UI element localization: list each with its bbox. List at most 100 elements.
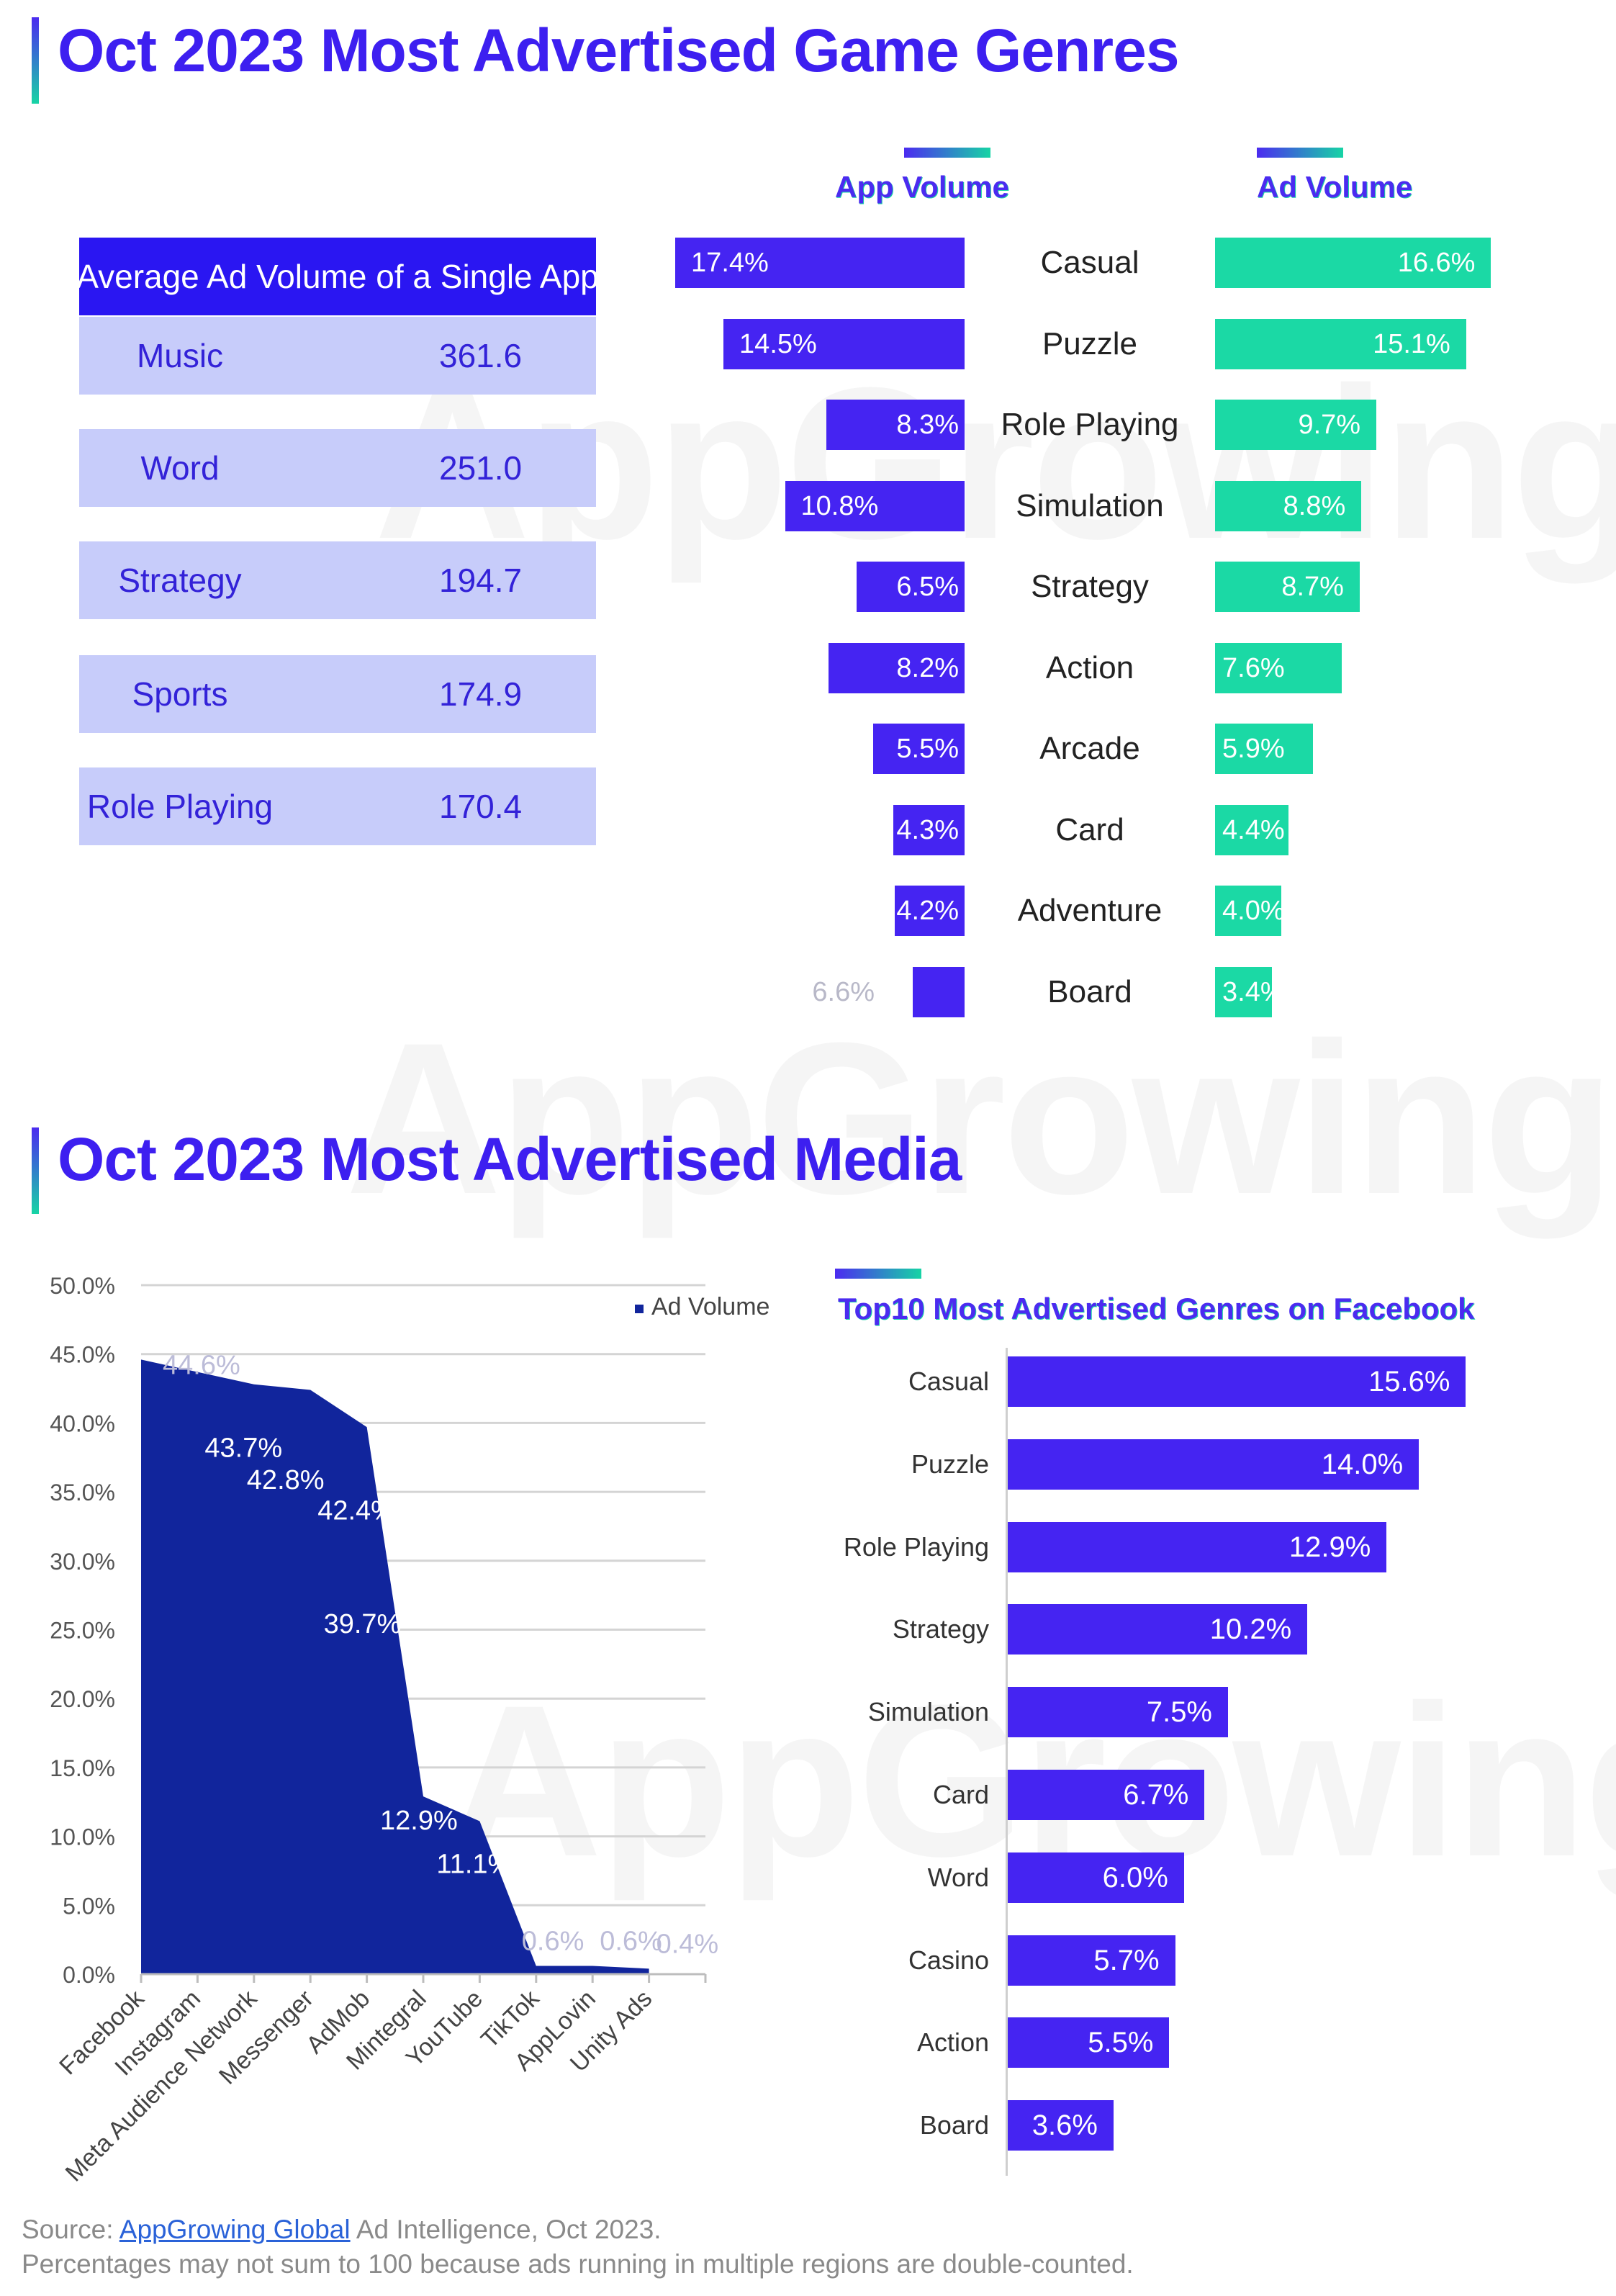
ad-volume-bar [1215, 804, 1288, 855]
ad-volume-bar [1215, 724, 1314, 774]
title-accent [32, 17, 39, 104]
genre-label: Strategy [1031, 569, 1149, 604]
facebook-genre-label: Word [927, 1862, 989, 1892]
genre-label: Card [1055, 811, 1124, 847]
area-data-label: 44.6% [163, 1350, 240, 1380]
table-value: 251.0 [439, 449, 523, 487]
facebook-genre-label: Card [932, 1780, 989, 1809]
app-volume-label: 14.5% [739, 328, 817, 359]
facebook-genre-label: Puzzle [911, 1449, 989, 1479]
table-value: 174.9 [439, 675, 523, 713]
ad-volume-header: Ad Volume [1257, 170, 1413, 204]
facebook-genre-label: Casual [908, 1367, 989, 1396]
area-data-label: 0.6% [522, 1927, 584, 1957]
area-data-label: 12.9% [380, 1806, 458, 1836]
app-volume-label: 4.2% [896, 896, 959, 926]
facebook-genre-label: Simulation [867, 1697, 989, 1727]
table-row: Role Playing 170.4 [79, 767, 596, 845]
y-tick-label: 5.0% [63, 1893, 115, 1919]
media-area-chart: 0.0% 5.0% 10.0% 15.0% 20.0% 25.0% 30.0% 35.0% 40… [50, 1273, 769, 2187]
facebook-genre-value: 5.7% [1093, 1944, 1160, 1976]
area-series-ad-volume [141, 1359, 649, 1974]
ad-volume-label: 5.9% [1222, 734, 1285, 764]
facebook-genre-label: Role Playing [843, 1531, 989, 1562]
table-genre: Word [140, 449, 220, 487]
facebook-genre-value: 6.0% [1102, 1861, 1168, 1894]
facebook-genre-bar [1008, 1356, 1466, 1407]
facebook-genre-bar [1008, 2100, 1114, 2151]
app-volume-bar [913, 966, 965, 1017]
facebook-genre-bar [1008, 1604, 1308, 1655]
genre-label: Casual [1040, 245, 1139, 280]
app-volume-header: App Volume [835, 170, 1009, 204]
app-volume-bar [894, 886, 965, 936]
app-volume-label: 6.6% [812, 976, 875, 1007]
app-volume-label: 5.5% [896, 734, 959, 764]
app-volume-bar [723, 318, 965, 369]
ad-volume-label: 3.4% [1222, 976, 1285, 1007]
facebook-genre-bar [1008, 1770, 1205, 1820]
table-value: 170.4 [439, 788, 523, 825]
facebook-genre-label: Board [919, 2110, 989, 2140]
legend-swatch [635, 1305, 644, 1313]
source-suffix: Ad Intelligence, Oct 2023. [350, 2215, 662, 2244]
app-volume-label: 8.2% [896, 652, 959, 683]
source-link[interactable]: AppGrowing Global [119, 2215, 351, 2244]
table-genre: Sports [132, 675, 228, 713]
app-volume-header-line [904, 148, 990, 158]
table-value: 194.7 [439, 562, 523, 599]
table-genre: Music [136, 337, 224, 374]
area-data-label: 11.1% [436, 1850, 512, 1880]
facebook-genre-bar [1008, 1852, 1184, 1903]
y-tick-label: 10.0% [50, 1824, 115, 1850]
ad-volume-bar [1215, 562, 1360, 612]
page-title: Oct 2023 Most Advertised Game Genres [58, 17, 1180, 84]
ad-volume-bar [1215, 318, 1466, 369]
app-volume-label: 8.3% [896, 410, 959, 440]
app-volume-label: 17.4% [691, 248, 769, 278]
genre-label: Role Playing [1001, 407, 1179, 442]
table-row: Music 361.6 [79, 317, 596, 395]
facebook-genre-label: Action [916, 2027, 989, 2058]
ad-volume-label: 9.7% [1298, 410, 1361, 440]
app-volume-bar [785, 480, 965, 531]
ad-volume-bar [1215, 966, 1272, 1017]
facebook-chart-header-line [835, 1269, 921, 1279]
source-note: Percentages may not sum to 100 because a… [22, 2249, 1134, 2279]
ad-volume-label: 16.6% [1397, 248, 1476, 278]
genre-label: Adventure [1017, 893, 1163, 928]
ad-volume-label: 4.0% [1222, 896, 1285, 926]
facebook-genre-bar [1008, 1521, 1387, 1572]
table-genre: Strategy [118, 562, 242, 599]
app-volume-bar [826, 400, 965, 450]
table-row: Sports 174.9 [79, 655, 596, 733]
facebook-genre-value: 6.7% [1123, 1779, 1189, 1811]
app-volume-bar [828, 642, 965, 693]
ad-volume-bar [1215, 238, 1491, 288]
ad-volume-label: 7.6% [1222, 652, 1285, 683]
facebook-chart-title: Top10 Most Advertised Genres on Facebook [838, 1292, 1475, 1325]
facebook-genre-value: 15.6% [1368, 1366, 1450, 1397]
area-data-label: 42.8% [247, 1465, 325, 1495]
watermark: AppGrowing [346, 994, 1612, 1243]
y-tick-label: 25.0% [50, 1618, 115, 1644]
facebook-genre-value: 10.2% [1209, 1613, 1292, 1646]
y-tick-label: 50.0% [50, 1273, 115, 1299]
facebook-genre-value: 12.9% [1288, 1531, 1371, 1563]
table-value: 361.6 [439, 337, 523, 374]
table-genre: Role Playing [86, 788, 274, 825]
title-accent [32, 1127, 39, 1214]
app-volume-bar [675, 238, 965, 288]
app-volume-label: 10.8% [800, 490, 879, 521]
ad-volume-label: 4.4% [1222, 814, 1285, 845]
y-tick-label: 45.0% [50, 1342, 115, 1368]
facebook-genre-label: Casino [908, 1945, 989, 1975]
table-row: Word 251.0 [79, 429, 596, 507]
area-data-label: 0.6% [600, 1927, 662, 1957]
area-data-label: 0.4% [656, 1929, 719, 1959]
app-volume-bar [872, 724, 965, 774]
ad-volume-header-line [1257, 148, 1343, 158]
area-data-label: 43.7% [204, 1433, 282, 1464]
app-volume-label: 4.3% [896, 814, 959, 845]
section-title: Oct 2023 Most Advertised Media [58, 1125, 962, 1193]
